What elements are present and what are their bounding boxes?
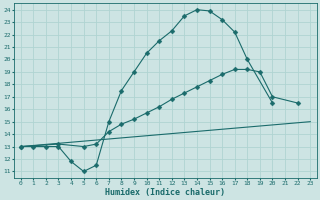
X-axis label: Humidex (Indice chaleur): Humidex (Indice chaleur) — [106, 188, 226, 197]
